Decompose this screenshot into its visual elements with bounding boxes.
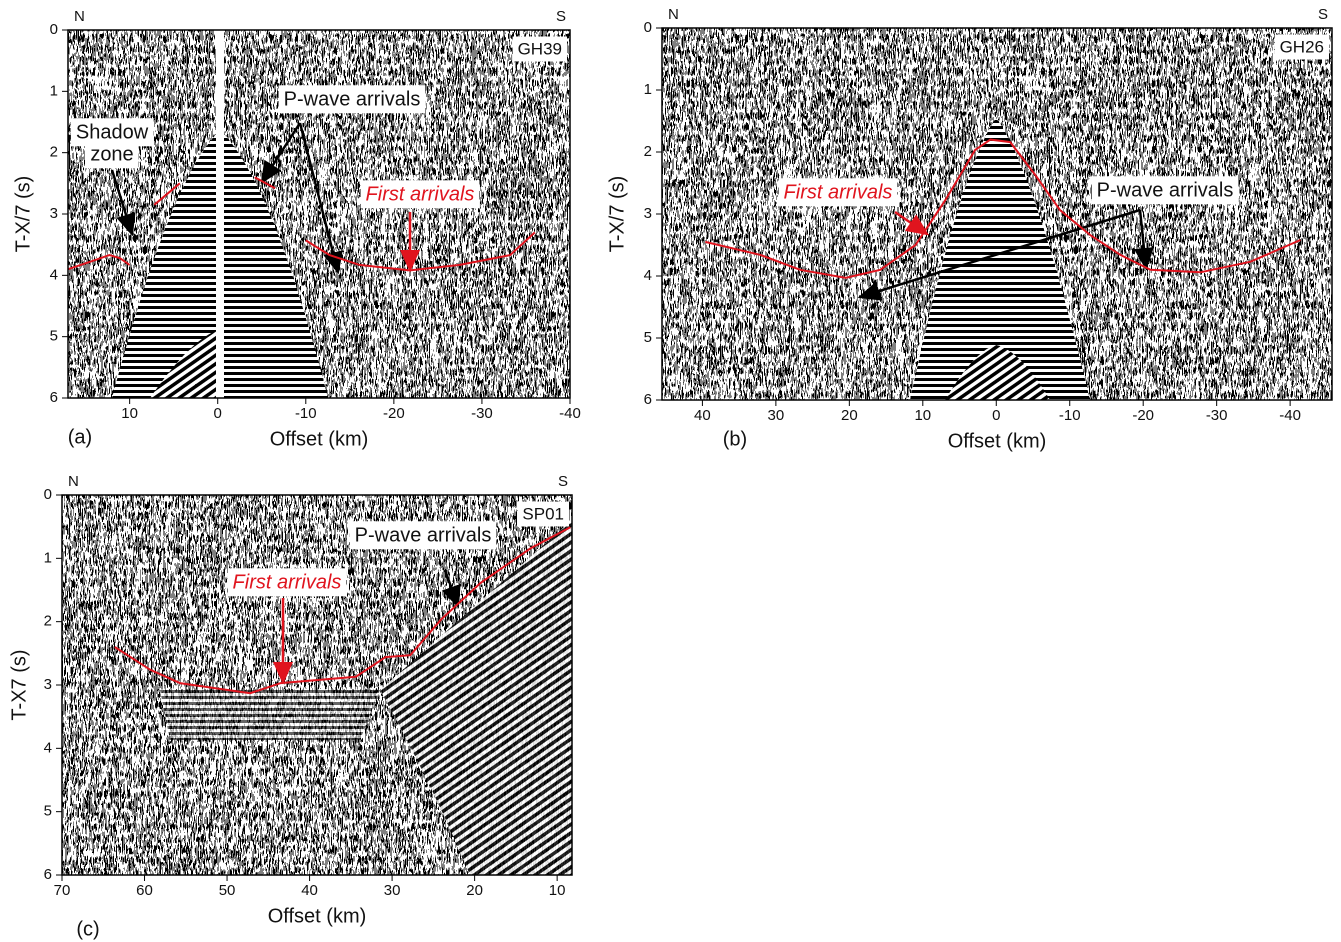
- x-tick-label: -30: [1206, 407, 1228, 424]
- y-tick-label: 1: [44, 549, 52, 566]
- y-tick-label: 1: [50, 82, 58, 99]
- y-tick-label: 3: [50, 205, 58, 222]
- x-axis-label: Offset (km): [268, 905, 367, 927]
- direction: S: [558, 473, 568, 490]
- label-box: [227, 568, 347, 597]
- label-box: [349, 521, 497, 550]
- x-tick-label: 30: [384, 882, 401, 899]
- y-tick-label: 4: [44, 739, 52, 756]
- series-label: First arrivals: [233, 571, 342, 593]
- y-axis-label: T-X7 (s): [8, 649, 30, 720]
- x-tick-label: 70: [54, 882, 71, 899]
- x-tick-label: 50: [219, 882, 236, 899]
- x-tick-label: -30: [471, 405, 493, 422]
- station-label: SP01: [522, 504, 564, 523]
- arrow: [441, 569, 461, 609]
- arrow: [110, 169, 136, 237]
- station-label: GH39: [518, 39, 562, 58]
- y-tick-label: 5: [644, 329, 652, 346]
- arrow: [298, 122, 343, 275]
- label-box: [517, 501, 569, 527]
- annotation: P-wave arrivals: [1097, 179, 1234, 201]
- annotation: zone: [90, 143, 133, 165]
- y-tick-label: 4: [50, 266, 58, 283]
- x-tick-label: -40: [559, 405, 581, 422]
- direction: N: [74, 8, 85, 25]
- label-box: [512, 36, 567, 62]
- annotation: P-wave arrivals: [284, 88, 421, 110]
- x-tick-label: -10: [295, 405, 317, 422]
- x-tick-label: -10: [1059, 407, 1081, 424]
- y-tick-label: 3: [644, 205, 652, 222]
- y-tick-label: 0: [44, 486, 52, 503]
- panel-label: (c): [76, 918, 99, 940]
- x-tick-label: -20: [1132, 407, 1154, 424]
- label-box: [85, 140, 139, 169]
- x-tick-label: 60: [136, 882, 153, 899]
- arrow: [1133, 209, 1154, 271]
- x-axis-label: Offset (km): [270, 428, 369, 450]
- x-tick-label: -40: [1279, 407, 1301, 424]
- direction: S: [556, 8, 566, 25]
- y-tick-label: 0: [50, 21, 58, 38]
- y-tick-label: 5: [50, 328, 58, 345]
- cone: [112, 30, 328, 398]
- y-tick-label: 0: [644, 19, 652, 36]
- x-tick-label: 10: [914, 407, 931, 424]
- direction: S: [1318, 6, 1328, 23]
- x-tick-label: 0: [214, 405, 222, 422]
- y-tick-label: 6: [644, 391, 652, 408]
- arrows: [110, 122, 1154, 685]
- arrow: [894, 210, 930, 236]
- label-box: [778, 178, 898, 207]
- panel-label: (b): [723, 428, 747, 450]
- x-tick-label: 30: [768, 407, 785, 424]
- annotation: Shadow: [76, 121, 149, 143]
- x-axis-label: Offset (km): [948, 430, 1047, 452]
- annotation: P-wave arrivals: [355, 524, 492, 546]
- series-label: First arrivals: [784, 181, 893, 203]
- y-axis-label: T-X/7 (s): [606, 176, 628, 253]
- y-tick-label: 3: [44, 676, 52, 693]
- y-tick-label: 1: [644, 81, 652, 98]
- y-axis-label: T-X/7 (s): [12, 176, 34, 253]
- x-tick-label: 0: [992, 407, 1000, 424]
- direction: N: [668, 6, 679, 23]
- seismic-background: [62, 28, 1332, 875]
- y-tick-label: 2: [644, 143, 652, 160]
- panel-label: (a): [68, 426, 92, 448]
- x-tick-label: 20: [841, 407, 858, 424]
- first-arrival-line: [67, 176, 536, 272]
- x-tick-label: 40: [301, 882, 318, 899]
- x-tick-label: -20: [383, 405, 405, 422]
- y-tick-label: 4: [644, 267, 652, 284]
- label-box: [1091, 176, 1239, 205]
- label-box: [360, 180, 480, 209]
- x-tick-label: 40: [694, 407, 711, 424]
- label-box: [1274, 34, 1329, 60]
- x-tick-label: 20: [466, 882, 483, 899]
- x-tick-label: 10: [121, 405, 138, 422]
- arrow: [260, 122, 302, 185]
- arrow: [857, 208, 1141, 301]
- x-tick-label: 10: [549, 882, 566, 899]
- first-arrival-line: [705, 138, 1301, 279]
- y-tick-label: 6: [50, 389, 58, 406]
- y-tick-label: 2: [44, 613, 52, 630]
- y-tick-label: 5: [44, 803, 52, 820]
- series-label: First arrivals: [366, 183, 475, 205]
- first-arrival-line: [114, 526, 571, 695]
- cone: [910, 118, 1090, 400]
- y-tick-label: 2: [50, 144, 58, 161]
- label-box: [278, 85, 426, 114]
- y-tick-label: 6: [44, 866, 52, 883]
- station-label: GH26: [1280, 37, 1324, 56]
- striped-zone: [160, 520, 572, 875]
- direction: N: [68, 473, 79, 490]
